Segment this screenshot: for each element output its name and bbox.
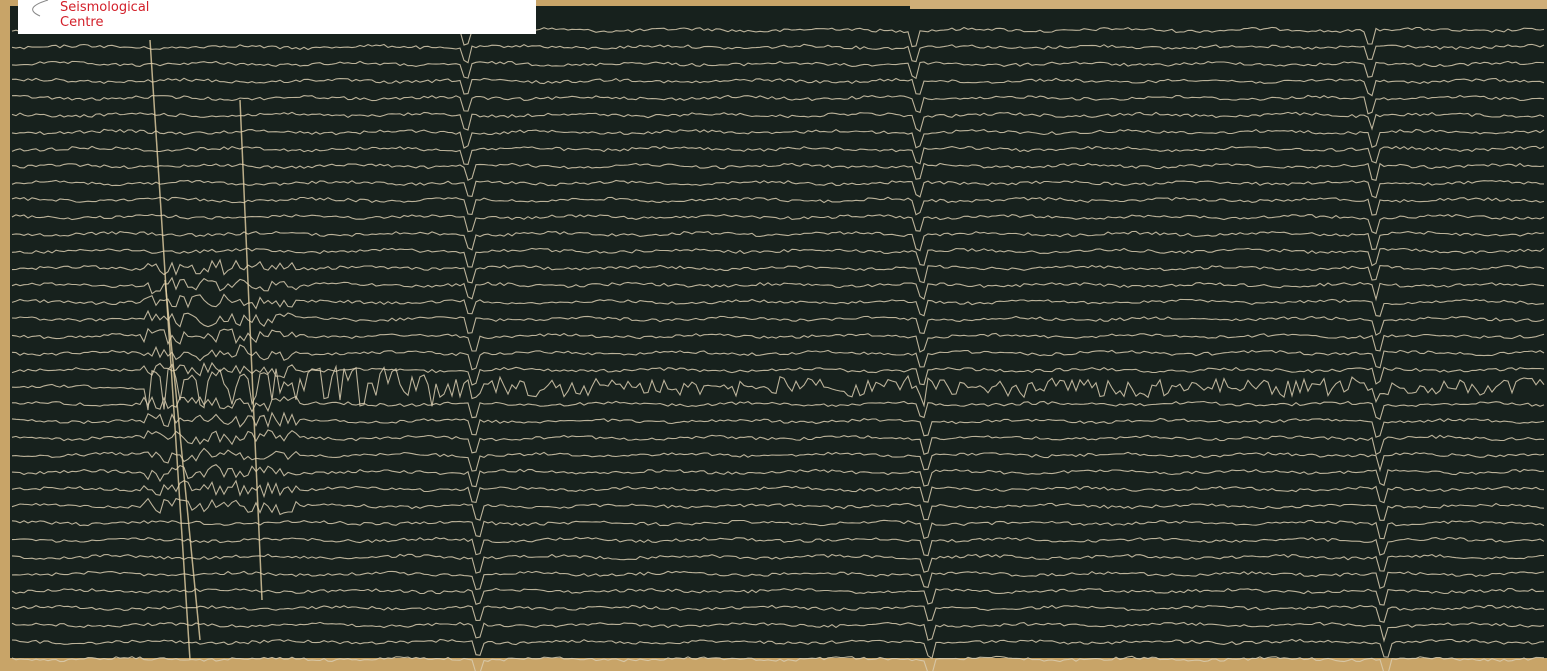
trace-line	[11, 247, 1545, 268]
trace-line	[11, 94, 1545, 115]
trace-line	[11, 638, 1545, 660]
trace-line	[11, 276, 1545, 302]
logo-arc	[32, 0, 49, 17]
trace-line	[11, 621, 1545, 643]
trace-line	[11, 309, 1545, 336]
pen-streak	[164, 279, 201, 641]
traces	[11, 26, 1545, 671]
trace-line	[11, 196, 1545, 216]
trace-line	[11, 60, 1545, 80]
trace-line	[11, 77, 1545, 97]
paper-edge-top	[910, 0, 1547, 9]
trace-line	[11, 553, 1545, 574]
trace-line	[11, 43, 1545, 64]
trace-line	[11, 162, 1545, 181]
trace-line	[11, 519, 1545, 540]
trace-line	[11, 429, 1545, 456]
trace-line	[11, 111, 1545, 133]
trace-line	[11, 145, 1545, 165]
trace-line	[11, 479, 1545, 504]
logo-box	[18, 0, 536, 34]
trace-line	[11, 230, 1545, 252]
logo-line2: Centre	[60, 15, 103, 30]
trace-line	[11, 128, 1545, 149]
trace-line	[12, 395, 1545, 421]
trace-line	[11, 536, 1545, 557]
trace-line	[11, 411, 1545, 438]
trace-line	[11, 327, 1545, 353]
trace-line	[11, 447, 1545, 473]
pen-streak	[149, 39, 191, 661]
trace-line	[11, 258, 1545, 284]
trace-line	[11, 604, 1545, 623]
trace-line	[11, 363, 1545, 411]
pen-streak	[239, 99, 263, 601]
trace-line	[11, 464, 1545, 488]
trace-line	[11, 655, 1545, 671]
trace-line	[11, 293, 1545, 317]
logo-line1: Seismological	[60, 0, 149, 15]
trace-line	[11, 497, 1545, 521]
trace-line	[11, 213, 1545, 235]
trace-line	[11, 570, 1545, 591]
trace-line	[11, 361, 1545, 386]
trace-line	[11, 344, 1545, 371]
trace-line	[11, 587, 1545, 606]
trace-line	[11, 179, 1544, 199]
